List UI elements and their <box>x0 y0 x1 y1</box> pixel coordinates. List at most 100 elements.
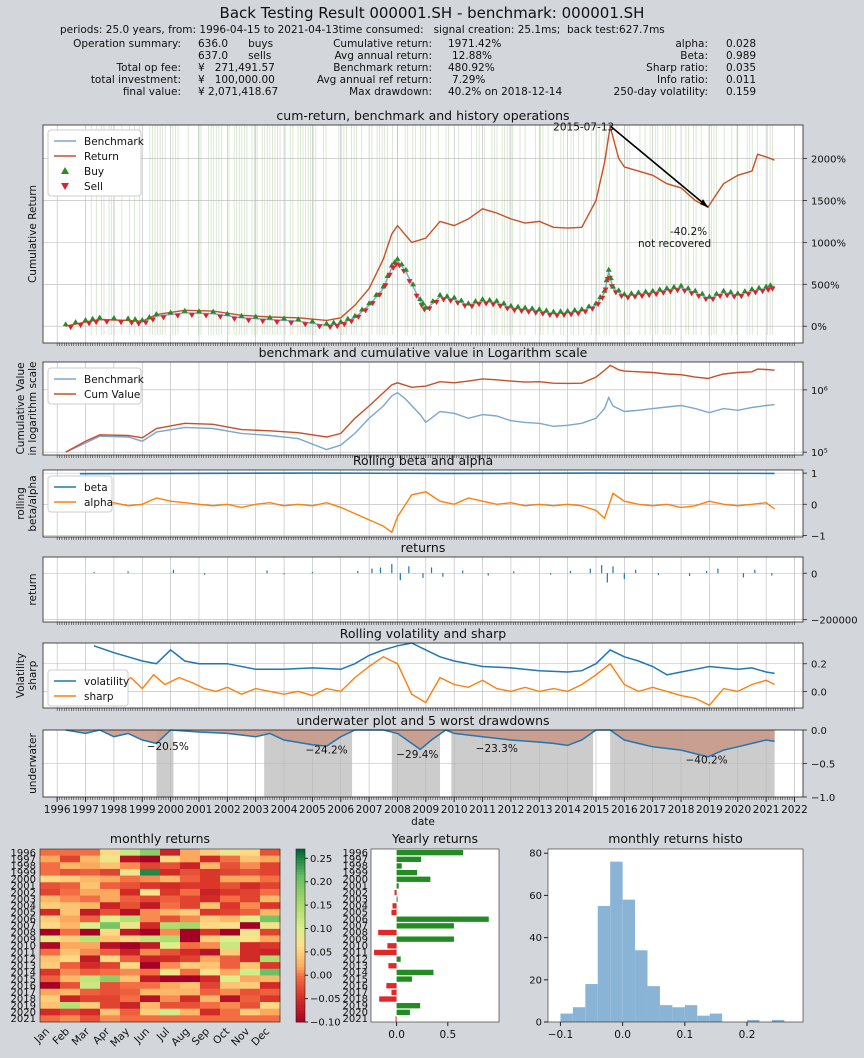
y-tick-label: 2000% <box>811 155 846 166</box>
heatmap-cell <box>200 928 221 936</box>
buy-marker <box>451 294 458 300</box>
y-axis-label: beta/alpha <box>27 475 39 531</box>
heatmap-cell <box>260 888 281 896</box>
colorbar-tick-label: −0.05 <box>310 994 341 1005</box>
histogram-bar <box>747 1019 760 1022</box>
x-tick-label: 0.2 <box>739 1029 756 1041</box>
sell-marker <box>413 293 420 299</box>
heatmap-cell <box>260 915 281 923</box>
sell-marker <box>639 293 646 299</box>
sell-marker <box>624 295 631 301</box>
summary-label: Sharp ratio: <box>646 62 708 74</box>
year-bar <box>396 1003 421 1009</box>
colorbar-segment <box>296 926 305 931</box>
heatmap-cell <box>120 962 141 970</box>
heatmap-cell <box>120 988 141 996</box>
heatmap-cell <box>160 895 181 903</box>
heatmap-cell <box>80 895 101 903</box>
colorbar-segment <box>296 990 305 994</box>
annotation: -40.2% <box>670 226 707 238</box>
colorbar-segment <box>296 872 305 876</box>
colorbar-segment <box>296 955 305 960</box>
histogram-bar <box>635 950 648 1022</box>
sell-marker <box>362 308 369 314</box>
row-label: 2019 <box>343 1001 368 1012</box>
heatmap-cell <box>200 862 221 870</box>
buy-marker <box>89 315 96 321</box>
return-bar <box>442 573 444 577</box>
heatmap-cell <box>80 968 101 976</box>
buy-marker <box>621 291 628 297</box>
colorbar-segment <box>296 895 305 899</box>
y-axis-label: Volatility <box>15 653 27 698</box>
series-alpha <box>79 491 776 534</box>
sell-marker <box>128 320 135 326</box>
row-label: 1998 <box>343 861 368 872</box>
colorbar-segment <box>296 1001 305 1006</box>
sell-marker <box>546 313 553 319</box>
heatmap-cell <box>80 988 101 996</box>
colorbar-segment <box>296 883 305 887</box>
heatmap-cell <box>240 1002 261 1009</box>
histogram-bar <box>610 861 623 1022</box>
heatmap-cell <box>220 875 241 883</box>
return-bar <box>172 569 175 574</box>
year-bar <box>396 896 398 902</box>
summary-value: 0.011 <box>726 74 757 86</box>
panel-title: Rolling beta and alpha <box>353 453 493 468</box>
colorbar-segment <box>296 906 305 911</box>
y-tick-label: −0.5 <box>811 760 835 771</box>
heatmap-cell <box>140 922 161 930</box>
x-tick-label: 2002 <box>214 804 241 816</box>
heatmap-cell <box>240 942 261 950</box>
x-tick-label: 0.0 <box>614 1029 631 1041</box>
y-tick-label: 60 <box>529 891 542 902</box>
heatmap-cell <box>160 948 181 956</box>
heatmap-cell <box>260 868 281 876</box>
buy-marker <box>748 286 755 292</box>
period-line: periods: 25.0 years, from: 1996-04-15 to… <box>60 24 665 36</box>
drawdown-label: −29.4% <box>396 749 438 761</box>
colorbar-segment <box>296 863 305 867</box>
x-tick-label: 2009 <box>412 804 439 816</box>
return-bar <box>430 567 433 574</box>
heatmap-cell <box>260 942 281 950</box>
y-axis-label: in logarithm scale <box>27 362 39 456</box>
sell-marker <box>518 309 525 315</box>
heatmap-cell <box>160 882 181 890</box>
panel-title: benchmark and cumulative value in Logari… <box>259 345 588 360</box>
summary-value: 480.92% <box>448 62 495 74</box>
colorbar-segment <box>296 860 305 864</box>
return-bar <box>688 573 691 577</box>
heatmap-cell <box>80 928 101 936</box>
y-tick-label: 80 <box>529 849 542 860</box>
return-bar <box>399 573 401 581</box>
colorbar-segment <box>296 880 305 885</box>
buy-marker <box>571 306 578 312</box>
heatmap-cell <box>100 988 121 996</box>
year-bar <box>395 1016 397 1022</box>
heatmap-cell <box>80 962 101 970</box>
y-tick-label: 20 <box>529 975 542 986</box>
sell-marker <box>476 302 483 308</box>
heatmap-cell <box>40 908 61 916</box>
buy-marker <box>564 307 571 313</box>
heatmap-cell <box>120 882 141 890</box>
panel-title: monthly returns histo <box>608 831 743 846</box>
legend-label: Benchmark <box>84 136 145 148</box>
heatmap-cell <box>140 888 161 896</box>
colorbar-segment <box>296 886 305 890</box>
heatmap-cell <box>220 895 241 903</box>
summary-label: total investment: <box>90 74 181 86</box>
sell-marker <box>568 312 575 318</box>
heatmap-cell <box>160 888 181 896</box>
colorbar-segment <box>296 903 305 908</box>
heatmap-cell <box>80 1002 101 1009</box>
heatmap-cell <box>240 975 261 983</box>
heatmap-cell <box>60 862 81 870</box>
colorbar-segment <box>296 958 305 962</box>
buy-marker <box>486 296 493 302</box>
x-tick-label: 2018 <box>668 804 695 816</box>
heatmap-cell <box>140 982 161 990</box>
heatmap-cell <box>140 995 161 1003</box>
